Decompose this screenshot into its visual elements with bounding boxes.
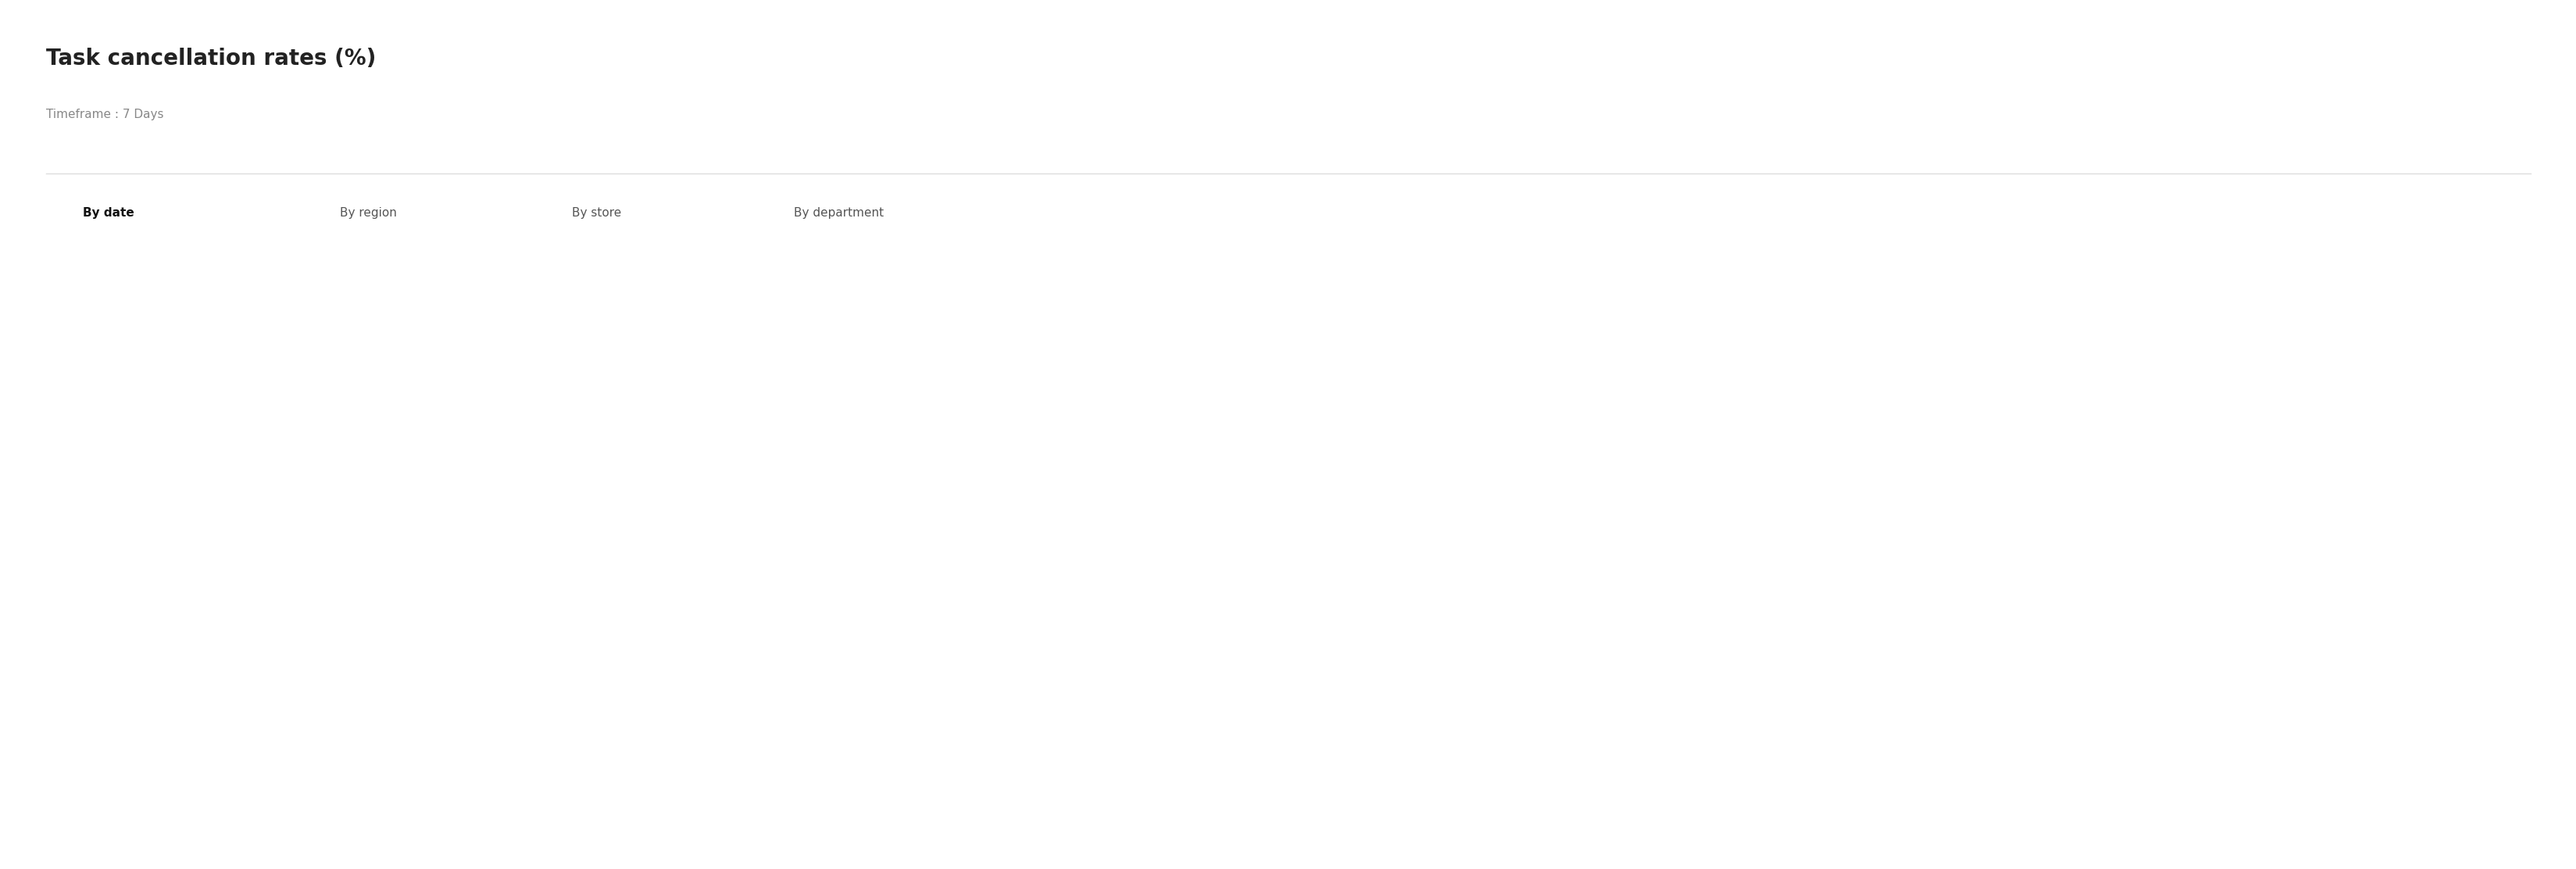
Text: 28.6%: 28.6% <box>2264 549 2300 561</box>
Y-axis label: Task cancellation percentage (%): Task cancellation percentage (%) <box>95 388 108 586</box>
Text: Automatic cancellation: Automatic cancellation <box>126 807 252 818</box>
Text: By department: By department <box>793 207 884 219</box>
Circle shape <box>276 810 332 815</box>
Text: Filter: Filter <box>2439 63 2473 76</box>
Text: 50.0%: 50.0% <box>1935 414 1971 425</box>
Circle shape <box>62 810 118 815</box>
Bar <box>685 563 791 721</box>
Text: 45.5%: 45.5% <box>392 442 428 454</box>
Text: Manual cancellation: Manual cancellation <box>340 807 451 818</box>
Text: 50.0%: 50.0% <box>1605 414 1641 425</box>
Bar <box>1347 510 1450 721</box>
Text: 33.3%: 33.3% <box>1710 520 1747 531</box>
Text: 50.0%: 50.0% <box>1275 414 1311 425</box>
Bar <box>1242 404 1347 721</box>
Bar <box>1901 404 2007 721</box>
Bar <box>1677 510 1780 721</box>
Bar <box>355 433 461 721</box>
Text: By date: By date <box>82 207 134 219</box>
Text: 33.3%: 33.3% <box>1381 520 1417 531</box>
Text: 25.0%: 25.0% <box>721 573 757 583</box>
Text: 25.0%: 25.0% <box>1051 573 1087 583</box>
Text: By store: By store <box>572 207 621 219</box>
Bar <box>582 325 685 721</box>
Text: 57.1%: 57.1% <box>2370 368 2406 380</box>
X-axis label: Date: Date <box>1332 742 1360 754</box>
Bar <box>252 433 355 721</box>
Bar <box>2007 483 2110 721</box>
Text: 62.5%: 62.5% <box>945 335 981 345</box>
Bar <box>1571 404 1677 721</box>
Bar <box>2336 359 2442 721</box>
Bar <box>1015 563 1121 721</box>
Text: 62.5%: 62.5% <box>616 335 652 345</box>
Text: Timeframe : 7 Days: Timeframe : 7 Days <box>46 109 165 120</box>
Text: Task cancellation rates (%): Task cancellation rates (%) <box>46 48 376 70</box>
Text: By region: By region <box>340 207 397 219</box>
Text: 37.5%: 37.5% <box>2040 493 2076 504</box>
Text: 45.5%: 45.5% <box>286 442 322 454</box>
Bar <box>2231 540 2336 721</box>
Bar <box>912 325 1015 721</box>
